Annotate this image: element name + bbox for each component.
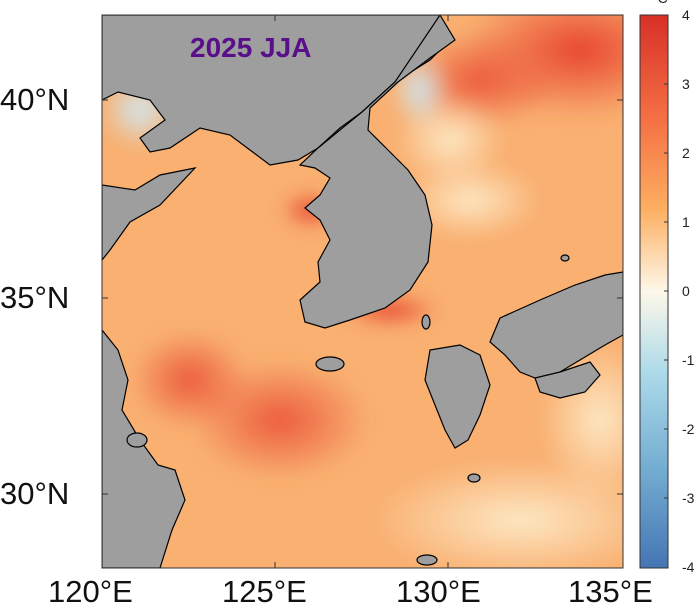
- lat-label-30n: 30°N: [0, 476, 70, 511]
- colorbar-tick-label: 4: [682, 7, 690, 23]
- lon-label-130e: 130°E: [396, 574, 481, 609]
- colorbar-tick-label: 3: [682, 76, 690, 92]
- land-shikoku: [534, 361, 601, 399]
- land-jeju: [315, 356, 345, 372]
- axis-ticks: [101, 15, 623, 568]
- land-honshu: [489, 271, 623, 381]
- colorbar-tick-label: 0: [682, 283, 690, 299]
- colorbar-ticks: [664, 83, 668, 499]
- colorbar: [639, 14, 669, 569]
- colorbar-tick-label: -2: [682, 421, 695, 437]
- colorbar-tick-label: 1: [682, 214, 690, 230]
- land: [102, 15, 623, 568]
- land-shandong: [102, 167, 197, 261]
- map-area: [102, 15, 623, 568]
- lon-label-120e: 120°E: [48, 574, 133, 609]
- lon-label-125e: 125°E: [222, 574, 307, 609]
- lat-label-35n: 35°N: [0, 280, 70, 315]
- lat-label-40n: 40°N: [0, 82, 70, 117]
- land-korea: [298, 15, 456, 329]
- colorbar-tick-label: 2: [682, 145, 690, 161]
- colorbar-tick-label: -1: [682, 352, 695, 368]
- colorbar-unit: °C: [652, 0, 668, 6]
- map-frame: [101, 14, 624, 569]
- lon-label-135e: 135°E: [568, 574, 653, 609]
- map-title: 2025 JJA: [190, 32, 312, 63]
- colorbar-tick-label: -3: [682, 490, 695, 506]
- land-china-east-coast: [102, 329, 186, 568]
- anomaly-field: [102, 15, 623, 568]
- colorbar-tick-label: -4: [682, 559, 695, 575]
- land-kyushu: [424, 344, 491, 449]
